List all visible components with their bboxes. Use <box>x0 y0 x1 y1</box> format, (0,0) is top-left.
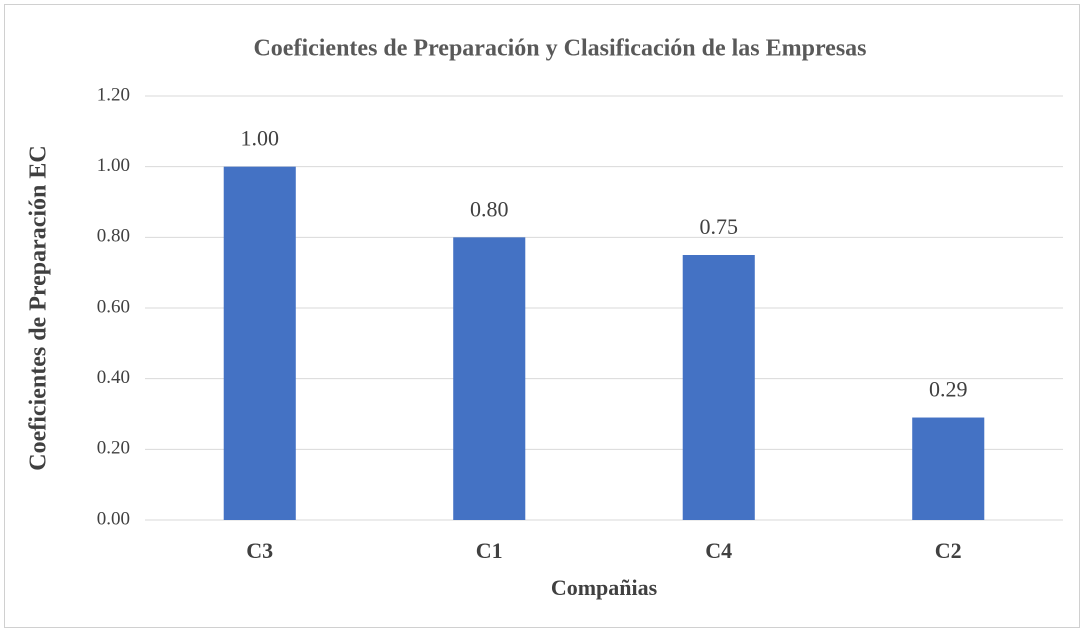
y-tick-label: 0.00 <box>97 508 130 529</box>
x-tick-label: C1 <box>476 538 503 563</box>
y-tick-label: 0.60 <box>97 296 130 317</box>
bar <box>223 166 296 520</box>
y-tick-label: 0.80 <box>97 226 130 247</box>
y-axis-label: Coeficientes de Preparación EC <box>26 145 52 471</box>
data-label: 0.75 <box>700 214 739 239</box>
chart-title: Coeficientes de Preparación y Clasificac… <box>253 36 866 62</box>
x-tick-label: C3 <box>246 538 273 563</box>
data-label: 0.29 <box>929 377 968 402</box>
x-tick-label: C4 <box>705 538 732 563</box>
x-axis-label: Compañias <box>551 575 658 600</box>
x-tick-label: C2 <box>935 538 962 563</box>
bar <box>912 417 985 520</box>
y-tick-label: 1.00 <box>97 155 130 176</box>
y-tick-label: 0.40 <box>97 367 130 388</box>
y-tick-label: 0.20 <box>97 438 130 459</box>
data-label: 1.00 <box>241 126 280 151</box>
bar <box>453 237 526 521</box>
data-label: 0.80 <box>470 196 509 221</box>
chart-border <box>4 4 1080 628</box>
bar <box>682 255 755 520</box>
y-tick-label: 1.20 <box>97 84 130 105</box>
